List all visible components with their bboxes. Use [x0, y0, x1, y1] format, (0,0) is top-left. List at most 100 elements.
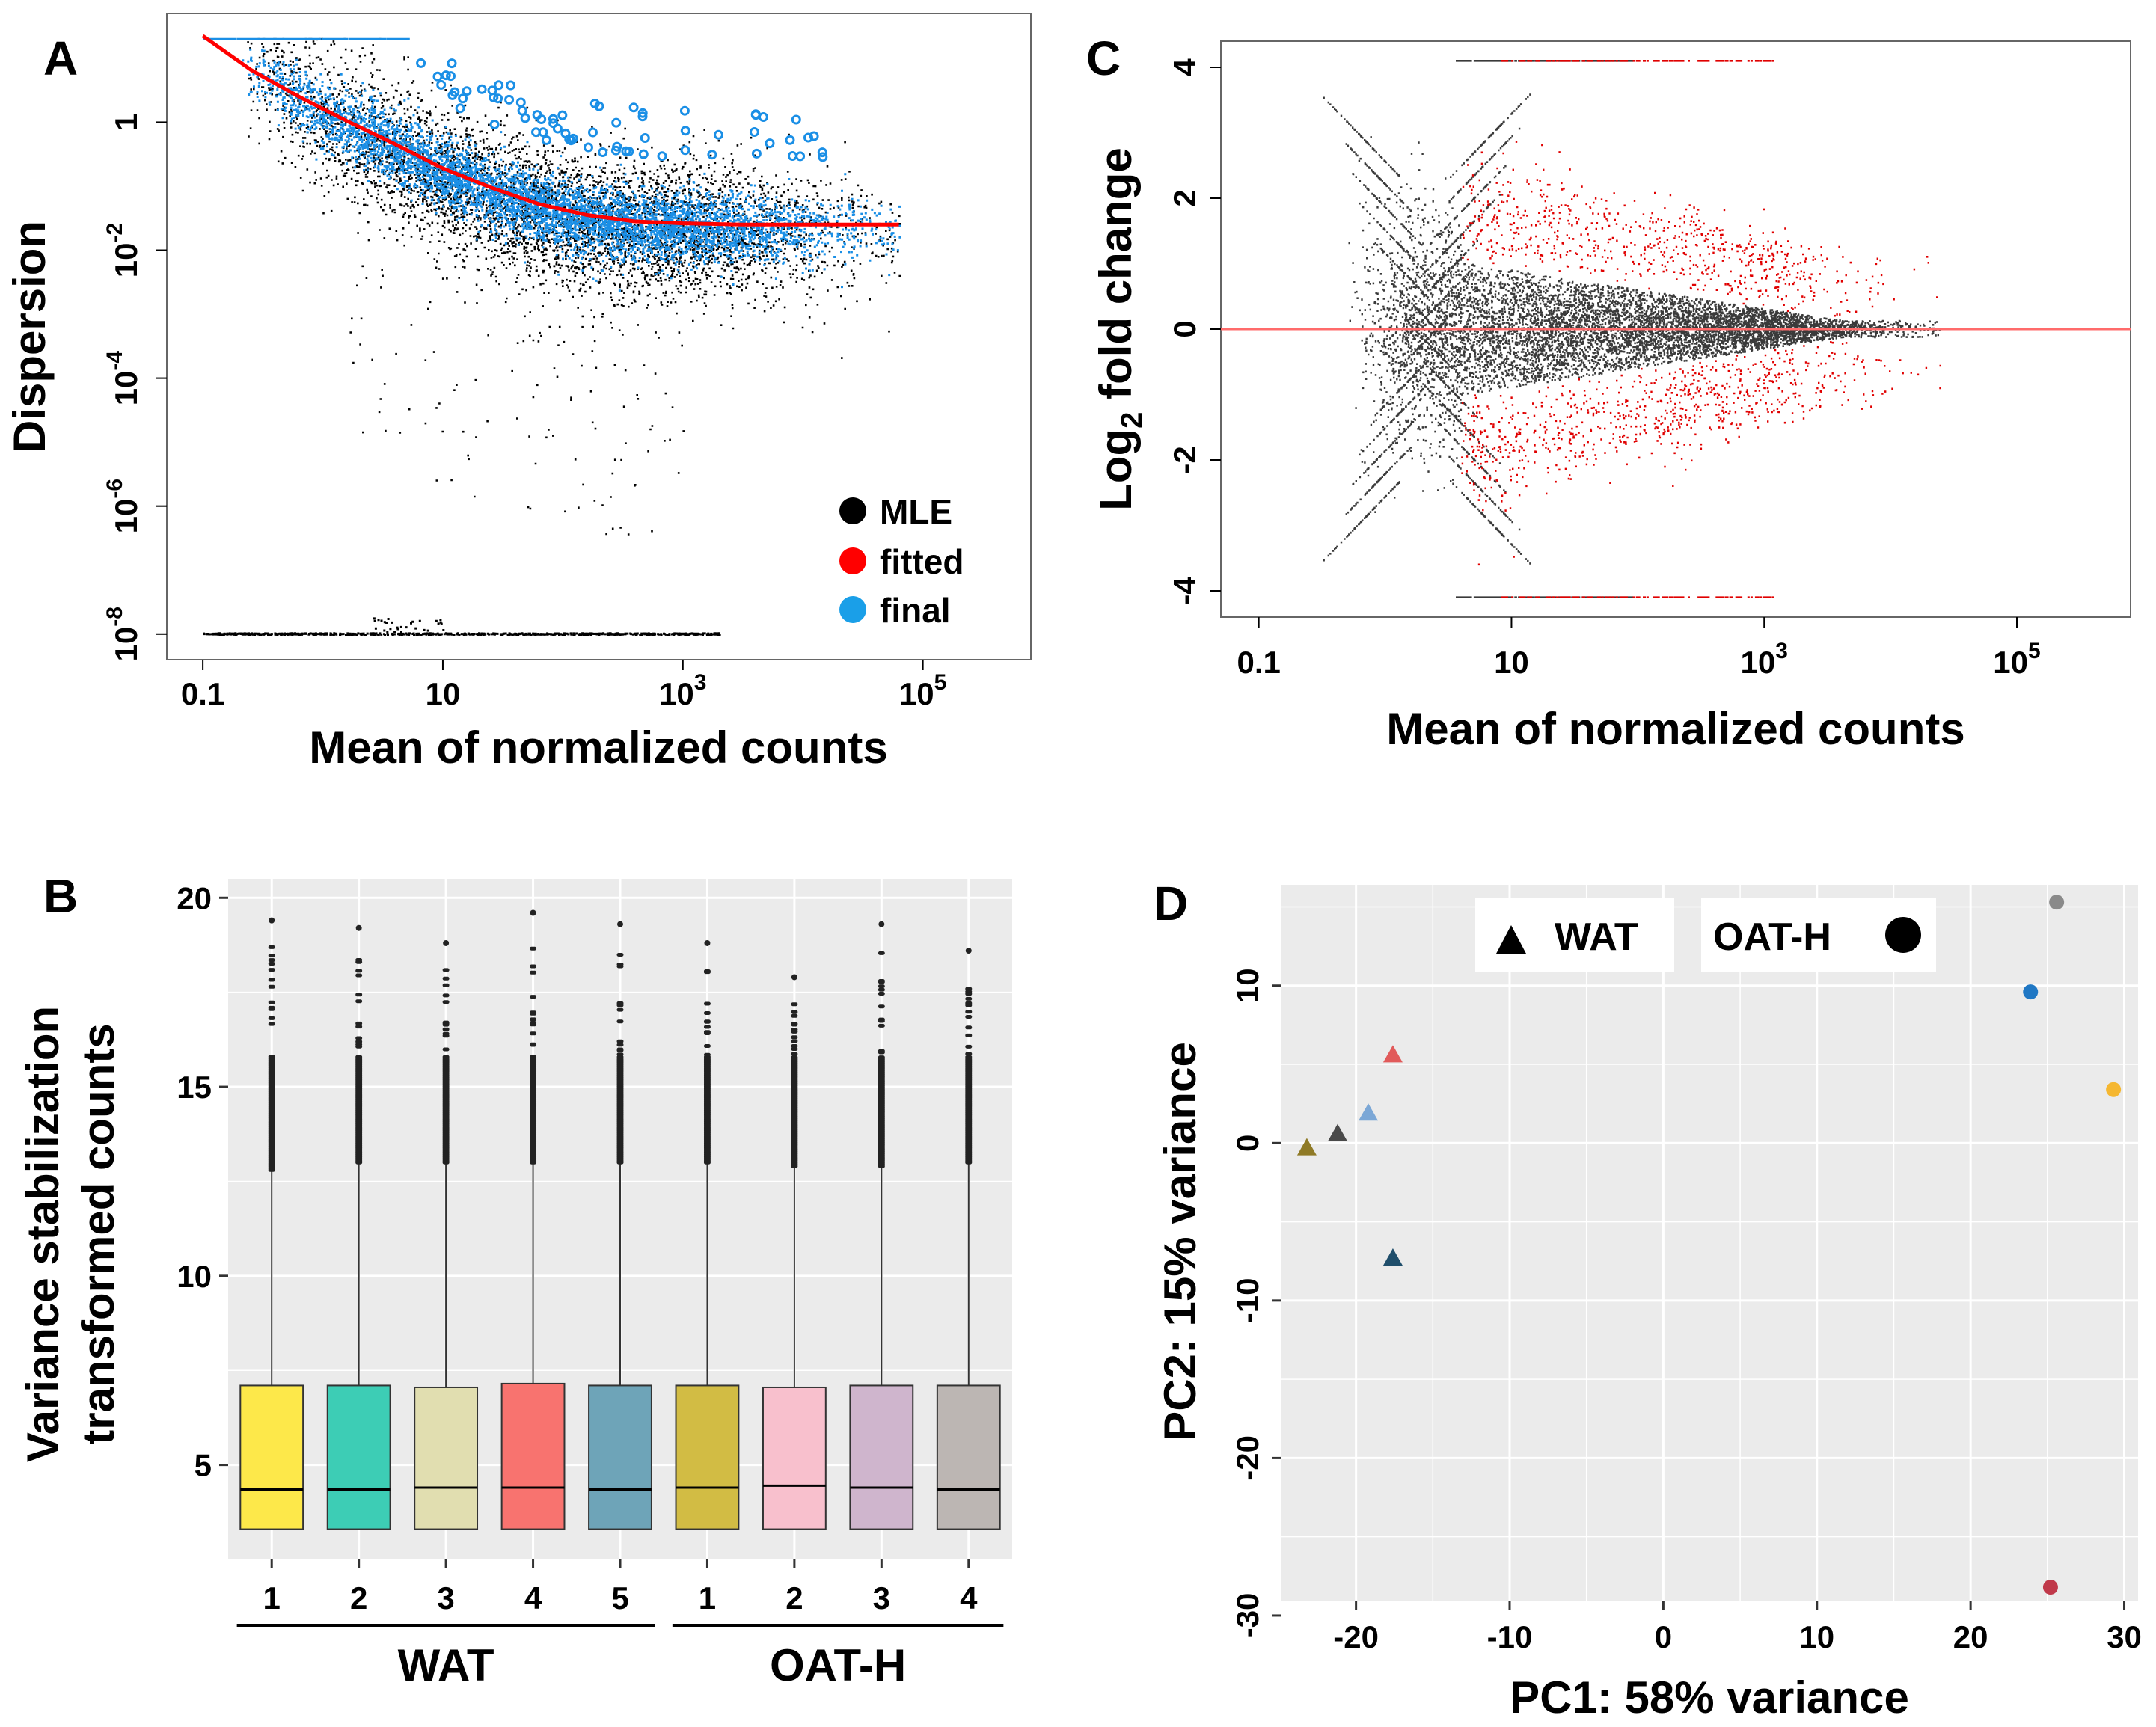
panel-a-outlier-point	[436, 79, 447, 90]
panel-a-outlier-point	[680, 126, 690, 136]
panel-d-wat-point	[1296, 1138, 1317, 1156]
panel-a-outlier-point	[818, 152, 828, 162]
panel-d-x-axis-title: PC1: 58% variance	[1510, 1672, 1909, 1723]
panel-a-x-tick-label: 105	[899, 670, 946, 711]
panel-a-outlier-point	[489, 120, 500, 129]
panel-a-letter: A	[43, 31, 78, 85]
panel-c-y-tick-label: 2	[1167, 189, 1202, 206]
panel-b-box-body	[588, 1384, 652, 1530]
panel-d-x-tick-label: 0	[1655, 1619, 1672, 1654]
panel-a-outlier-point	[638, 149, 649, 159]
panel-a-outlier-point	[536, 114, 547, 124]
panel-c-nonsignificant-points	[1323, 60, 1941, 598]
panel-b-outlier-points	[791, 1002, 798, 1168]
panel-d-wat-point	[1327, 1123, 1347, 1141]
panel-b-max-point	[269, 917, 275, 924]
panel-a-dispersion-plot: A 0.1 10 103 105 110-210-410-610-8 Mean of …	[4, 13, 1032, 773]
panel-c-ma-plot: C 0.1 10 103 105 420-2-4 Mean of normalized…	[1086, 31, 2131, 754]
panel-a-outlier-point	[447, 58, 457, 69]
panel-a-outlier-point	[803, 132, 813, 143]
panel-a-outlier-point	[628, 102, 639, 113]
panel-b-box-body	[849, 1384, 914, 1530]
panel-a-outlier-point	[621, 146, 631, 156]
panel-c-y-ticks: 4 2 0 -2 -4	[1167, 58, 1221, 605]
legend-oath-label: OAT-H	[1713, 915, 1831, 959]
panel-c-x-tick-label: 105	[1993, 639, 2040, 680]
panel-c-y-tick-label-group: 2	[1167, 189, 1202, 206]
panel-a-zero-dispersion-points	[203, 617, 721, 636]
panel-a-outlier-point	[462, 86, 472, 96]
panel-c-y-tick-label: 4	[1167, 58, 1202, 76]
panel-c-x-tick-label-base: 10	[1993, 645, 2028, 680]
panel-a-outlier-point	[765, 138, 775, 149]
panel-a-y-tick-label-exponent: -4	[102, 351, 127, 371]
panel-a-y-tick-label-group: 1	[108, 114, 144, 131]
panel-b-box	[936, 948, 1001, 1530]
panel-b-outlier-points	[530, 946, 537, 1165]
panel-c-significant-points	[1461, 60, 1941, 598]
panel-a-y-tick-label-base: 10	[108, 371, 144, 406]
legend-wat-triangle-marker	[1496, 925, 1526, 954]
panel-c-x-axis-title: Mean of normalized counts	[1386, 704, 1964, 754]
panel-a-y-axis-title: Dispersion	[4, 221, 55, 453]
panel-a-outlier-point	[787, 151, 797, 161]
panel-d-y-tick-label-group: -10	[1230, 1277, 1265, 1323]
panel-d-y-tick-label: 10	[1230, 968, 1265, 1003]
panel-c-x-tick-label-exponent: 5	[2028, 639, 2041, 663]
panel-a-y-ticks: 110-210-410-610-8	[102, 114, 167, 661]
panel-a-x-tick-label: 10	[426, 676, 461, 711]
panel-a-outlier-point	[657, 151, 667, 162]
panel-a-outlier-point	[588, 127, 598, 138]
panel-a-x-axis-title: Mean of normalized counts	[309, 723, 887, 773]
panel-a-outlier-point	[520, 113, 530, 123]
panel-a-outlier-point	[749, 127, 759, 137]
panel-b-box-body	[326, 1384, 391, 1530]
legend-final-label: final	[880, 591, 951, 630]
panel-a-outlier-point	[785, 135, 795, 145]
panel-b-x-tick-label: 4	[524, 1580, 542, 1616]
panel-a-outlier-point	[640, 133, 650, 143]
panel-a-outlier-point	[515, 97, 526, 108]
panel-b-group-label: WAT	[398, 1640, 494, 1690]
panel-c-x-tick-label: 103	[1741, 639, 1788, 680]
panel-b-x-tick-label: 3	[437, 1580, 454, 1616]
panel-a-outlier-point	[707, 150, 717, 160]
panel-b-boxplot: B 5 10 15 20 1 2 3 4 5 1 2 3 4 WAT OAT-H Variance st…	[18, 869, 1012, 1690]
panel-d-wat-point	[1382, 1045, 1403, 1063]
panel-a-y-tick-label: 10-8	[102, 607, 144, 661]
panel-d-x-tick-label: 20	[1953, 1619, 1988, 1654]
panel-b-max-point	[704, 939, 711, 946]
panel-a-x-tick-label-base: 10	[659, 676, 694, 711]
panel-c-y-tick-label: -4	[1167, 577, 1202, 605]
panel-d-gridlines	[1278, 885, 2138, 1601]
panel-d-y-tick-label-group: 0	[1230, 1135, 1265, 1152]
panel-b-box	[762, 974, 827, 1530]
panel-a-y-tick-label-group: 10-2	[102, 223, 144, 277]
panel-c-x-ticks: 0.1 10 103 105	[1237, 617, 2041, 680]
panel-a-outlier-point	[531, 127, 541, 138]
panel-b-box-body	[239, 1384, 304, 1530]
panel-a-outlier-point	[750, 110, 761, 120]
panel-a-outlier-point	[458, 93, 468, 104]
panel-a-outlier-point	[594, 101, 604, 111]
panel-a-y-tick-label: 10-4	[102, 351, 144, 406]
panel-b-x-tick-label: 3	[873, 1580, 890, 1616]
panel-a-outlier-point	[637, 111, 648, 122]
legend-oath-circle-marker	[1885, 917, 1921, 953]
panel-d-x-tick-label: -10	[1487, 1619, 1533, 1654]
panel-a-fitted-line	[201, 34, 899, 227]
panel-a-x-tick-label-exponent: 5	[934, 670, 947, 695]
panel-a-x-tick-label-base: 10	[899, 676, 934, 711]
panel-b-x-tick-label: 5	[611, 1580, 628, 1616]
panel-d-points	[1296, 895, 2122, 1595]
panel-b-outlier-points	[442, 968, 450, 1165]
panel-b-max-point	[443, 939, 450, 946]
panel-b-box	[849, 921, 914, 1530]
panel-c-y-tick-label: -2	[1167, 446, 1202, 473]
panel-c-y-tick-label-group: -2	[1167, 446, 1202, 473]
panel-c-y-tick-label-group: 4	[1167, 58, 1202, 76]
panel-b-max-point	[791, 974, 797, 981]
panel-a-outlier-point	[566, 135, 576, 146]
panel-d-oath-point	[2049, 895, 2065, 910]
panel-a-y-tick-label-group: 10-8	[102, 607, 144, 661]
